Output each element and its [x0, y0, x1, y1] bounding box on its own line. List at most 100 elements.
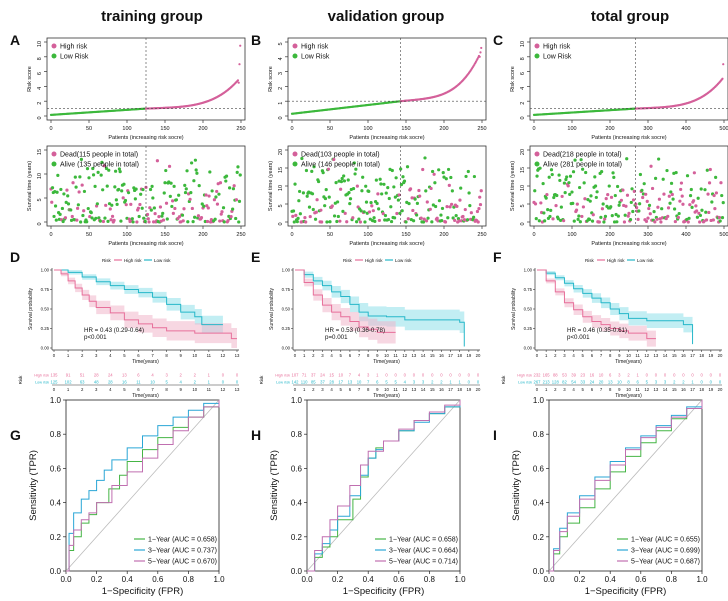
- legend-label: High risk: [301, 44, 329, 51]
- alive-point: [642, 182, 646, 186]
- risk-table-tick-label: 8: [165, 387, 168, 392]
- legend-label: Low Risk: [543, 54, 572, 61]
- risk-table-cell: 0: [431, 373, 434, 378]
- alive-point: [221, 206, 226, 210]
- x-tick-label: 250: [236, 126, 245, 132]
- alive-point: [297, 199, 301, 203]
- dead-point: [291, 214, 295, 218]
- risk-table-cell: 4: [358, 373, 361, 378]
- risk-table-tick-label: 17: [448, 387, 453, 392]
- risk-table-cell: 110: [301, 380, 308, 385]
- alive-point: [224, 174, 229, 178]
- x-tick-label: 0.0: [301, 575, 313, 584]
- alive-point: [392, 185, 396, 189]
- risk-table-cell: 5: [394, 380, 397, 385]
- dead-point: [574, 208, 579, 212]
- alive-point: [674, 170, 678, 175]
- alive-point: [360, 189, 364, 193]
- x-tick-label: 0.6: [393, 575, 405, 584]
- dead-point: [694, 204, 698, 208]
- legend-label: Low Risk: [301, 54, 330, 61]
- dead-point: [138, 202, 142, 207]
- y-tick-label: 10: [37, 41, 43, 47]
- risk-table-cell: 0: [222, 373, 225, 378]
- x-tick-label: 4: [572, 353, 575, 358]
- alive-point: [383, 213, 388, 218]
- dead-point: [320, 220, 324, 224]
- alive-point: [595, 190, 599, 194]
- alive-point: [231, 207, 235, 211]
- alive-point: [364, 200, 369, 204]
- x-tick-label: 5: [340, 353, 343, 358]
- alive-point: [687, 216, 691, 220]
- alive-point: [359, 209, 363, 213]
- risk-table-cell: 0: [468, 373, 471, 378]
- hazard-ratio-text: HR = 0.53 (0.36-0.78): [325, 327, 385, 334]
- alive-point: [76, 203, 80, 207]
- alive-point: [148, 187, 153, 192]
- alive-point: [612, 175, 616, 179]
- risk-table-cell: 85: [311, 380, 316, 385]
- x-tick-label: 13: [412, 353, 417, 358]
- risk-table-cell: 0: [222, 380, 225, 385]
- alive-point: [612, 220, 617, 224]
- p-value-text: p<0.001: [84, 334, 107, 341]
- dead-point: [219, 212, 223, 216]
- risk-table-cell: 6: [609, 373, 612, 378]
- legend-low-marker: [292, 53, 298, 59]
- alive-point: [90, 216, 94, 220]
- alive-point: [434, 204, 438, 209]
- risk-table-tick-label: 7: [358, 387, 361, 392]
- risk-table-cell: 16: [590, 373, 595, 378]
- risk-table-tick-label: 9: [618, 387, 621, 392]
- dead-point: [711, 218, 715, 222]
- risk-table-cell: 0: [664, 373, 667, 378]
- x-axis-label: Time(years): [615, 359, 642, 365]
- dead-point: [719, 181, 723, 185]
- alive-point: [568, 192, 572, 196]
- x-tick-label: 0.2: [574, 575, 586, 584]
- km-low-curve: [537, 269, 694, 345]
- alive-point: [557, 173, 561, 177]
- risk-table-tick-label: 6: [349, 387, 352, 392]
- dead-point: [714, 191, 719, 195]
- alive-point: [640, 188, 644, 192]
- x-tick-label: 5: [582, 353, 585, 358]
- x-tick-label: 50: [327, 126, 333, 132]
- risk-table-cell: 91: [66, 373, 71, 378]
- risk-table-tick-label: 12: [402, 387, 407, 392]
- alive-point: [614, 212, 618, 217]
- km-legend-title: Risk: [102, 258, 111, 263]
- x-tick-label: 0: [532, 232, 535, 238]
- alive-point: [117, 167, 121, 171]
- dead-point: [294, 213, 298, 218]
- alive-point: [347, 191, 351, 195]
- x-tick-label: 500: [719, 126, 728, 132]
- risk-table-cell: 0: [459, 373, 462, 378]
- alive-point: [336, 214, 340, 219]
- alive-point: [451, 216, 455, 220]
- risk-table-cell: 1: [459, 380, 462, 385]
- risk-table-cell: 0: [719, 380, 722, 385]
- y-tick-label: 1.0: [291, 396, 303, 405]
- y-tick-label: 10: [37, 173, 43, 179]
- dead-point: [554, 204, 558, 208]
- dead-point: [562, 219, 566, 223]
- alive-point: [222, 220, 226, 224]
- dead-point: [600, 207, 605, 211]
- y-tick-label: 0.8: [50, 430, 62, 439]
- alive-point: [720, 193, 724, 198]
- alive-point: [172, 184, 176, 188]
- risk-table-cell: 6: [137, 373, 140, 378]
- dead-point: [660, 216, 665, 220]
- dead-point: [80, 183, 84, 187]
- dead-point: [204, 193, 208, 197]
- roc-curve: [549, 400, 703, 572]
- dead-point: [205, 219, 210, 224]
- alive-point: [720, 215, 725, 220]
- alive-point: [689, 187, 693, 192]
- dead-point: [171, 211, 175, 215]
- alive-point: [616, 214, 620, 218]
- y-tick-label: 1.00: [41, 268, 50, 273]
- dead-point: [659, 220, 663, 224]
